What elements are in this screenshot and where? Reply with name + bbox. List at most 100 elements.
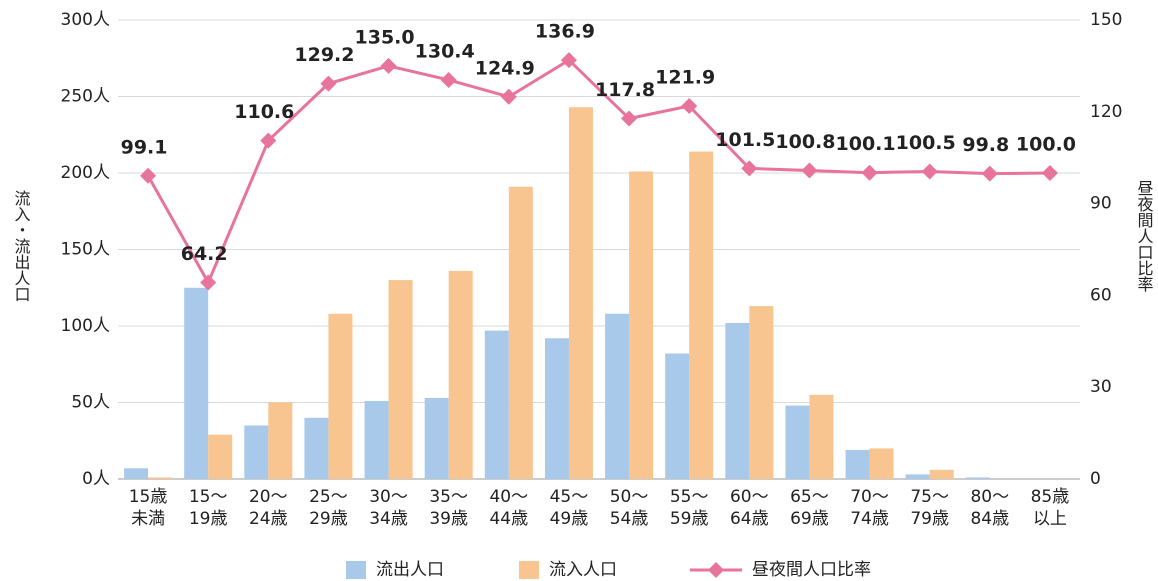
y2-tick-label: 0 [1090, 469, 1101, 489]
bar [869, 448, 894, 479]
bar [268, 402, 293, 479]
y-tick-label: 300人 [61, 10, 110, 30]
x-tick-label: 35～ [429, 487, 468, 507]
data-label: 100.0 [1016, 134, 1076, 156]
bar [629, 171, 654, 479]
bar [364, 400, 389, 479]
bar [905, 474, 930, 479]
x-tick-label: 30～ [369, 487, 408, 507]
data-label: 121.9 [655, 66, 715, 88]
data-label: 110.6 [234, 101, 294, 123]
y2-tick-label: 120 [1090, 102, 1122, 122]
data-label: 136.9 [535, 21, 595, 43]
marker [140, 167, 157, 184]
bar [689, 151, 714, 479]
y2-tick-label: 150 [1090, 10, 1122, 30]
x-tick-label: 44歳 [489, 509, 528, 529]
bar [508, 186, 533, 479]
legend-swatch [346, 561, 366, 579]
bar [424, 397, 449, 479]
x-tick-label: 85歳 [1031, 487, 1070, 507]
y-tick-label: 200人 [61, 163, 110, 183]
legend-marker [708, 562, 724, 578]
bar [929, 469, 954, 479]
bar [328, 313, 353, 479]
legend-label: 昼夜間人口比率 [752, 560, 871, 580]
marker [380, 57, 397, 74]
y-tick-label: 150人 [61, 240, 110, 260]
data-label: 100.1 [836, 133, 896, 155]
bar [148, 477, 173, 479]
data-label: 100.5 [896, 132, 956, 154]
data-label: 117.8 [595, 79, 655, 101]
y2-axis-title: 昼夜間人口比率 [1135, 180, 1154, 292]
marker [861, 164, 878, 181]
y2-tick-label: 30 [1090, 377, 1112, 397]
bar [965, 477, 990, 479]
data-label: 64.2 [181, 243, 228, 265]
data-label: 99.1 [121, 136, 168, 158]
bar [388, 280, 413, 479]
bar [725, 322, 750, 479]
x-tick-label: 29歳 [309, 509, 348, 529]
bar [568, 107, 593, 480]
x-tick-label: 84歳 [970, 509, 1009, 529]
x-tick-label: 15歳 [129, 487, 168, 507]
data-label: 99.8 [962, 134, 1009, 156]
x-tick-label: 60～ [730, 487, 769, 507]
marker [1041, 165, 1058, 181]
x-tick-label: 75～ [910, 487, 949, 507]
data-label: 124.9 [475, 57, 535, 79]
bar [184, 287, 209, 479]
x-tick-label: 69歳 [790, 509, 829, 529]
x-tick-label: 15～ [189, 487, 228, 507]
bar [124, 468, 149, 479]
marker [621, 110, 638, 127]
bar [749, 306, 774, 479]
x-tick-label: 未満 [131, 509, 165, 529]
marker [560, 52, 577, 69]
marker [320, 75, 337, 92]
y2-tick-label: 60 [1090, 285, 1112, 305]
data-label: 129.2 [294, 44, 354, 66]
legend-label: 流出人口 [376, 560, 444, 580]
x-tick-label: 45～ [550, 487, 589, 507]
bar [208, 434, 233, 479]
y-tick-label: 0人 [82, 469, 110, 489]
marker [981, 165, 998, 182]
bar [665, 353, 690, 479]
x-tick-label: 64歳 [730, 509, 769, 529]
x-tick-label: 34歳 [369, 509, 408, 529]
bar [484, 330, 509, 479]
x-tick-label: 20～ [249, 487, 288, 507]
data-label: 135.0 [355, 26, 415, 48]
y-axis-title: 流入・流出人口 [12, 190, 31, 302]
marker [200, 274, 217, 291]
data-label: 101.5 [715, 129, 775, 151]
bar [785, 405, 810, 479]
bar [304, 417, 329, 479]
x-tick-label: 65～ [790, 487, 829, 507]
y-tick-label: 50人 [71, 393, 110, 413]
bar [845, 449, 870, 479]
x-tick-label: 55～ [670, 487, 709, 507]
x-tick-label: 19歳 [189, 509, 228, 529]
bar [544, 338, 569, 479]
x-tick-label: 40～ [489, 487, 528, 507]
marker [921, 163, 938, 180]
bar [448, 270, 473, 479]
x-tick-label: 80～ [970, 487, 1009, 507]
y-tick-label: 250人 [61, 87, 110, 107]
x-tick-label: 59歳 [670, 509, 709, 529]
legend-swatch [519, 561, 539, 579]
bar [809, 394, 834, 479]
x-tick-label: 49歳 [550, 509, 589, 529]
x-tick-label: 24歳 [249, 509, 288, 529]
legend-label: 流入人口 [549, 560, 617, 580]
x-tick-label: 25～ [309, 487, 348, 507]
marker [440, 71, 457, 88]
x-tick-label: 54歳 [610, 509, 649, 529]
bar [244, 425, 269, 479]
x-tick-label: 79歳 [910, 509, 949, 529]
